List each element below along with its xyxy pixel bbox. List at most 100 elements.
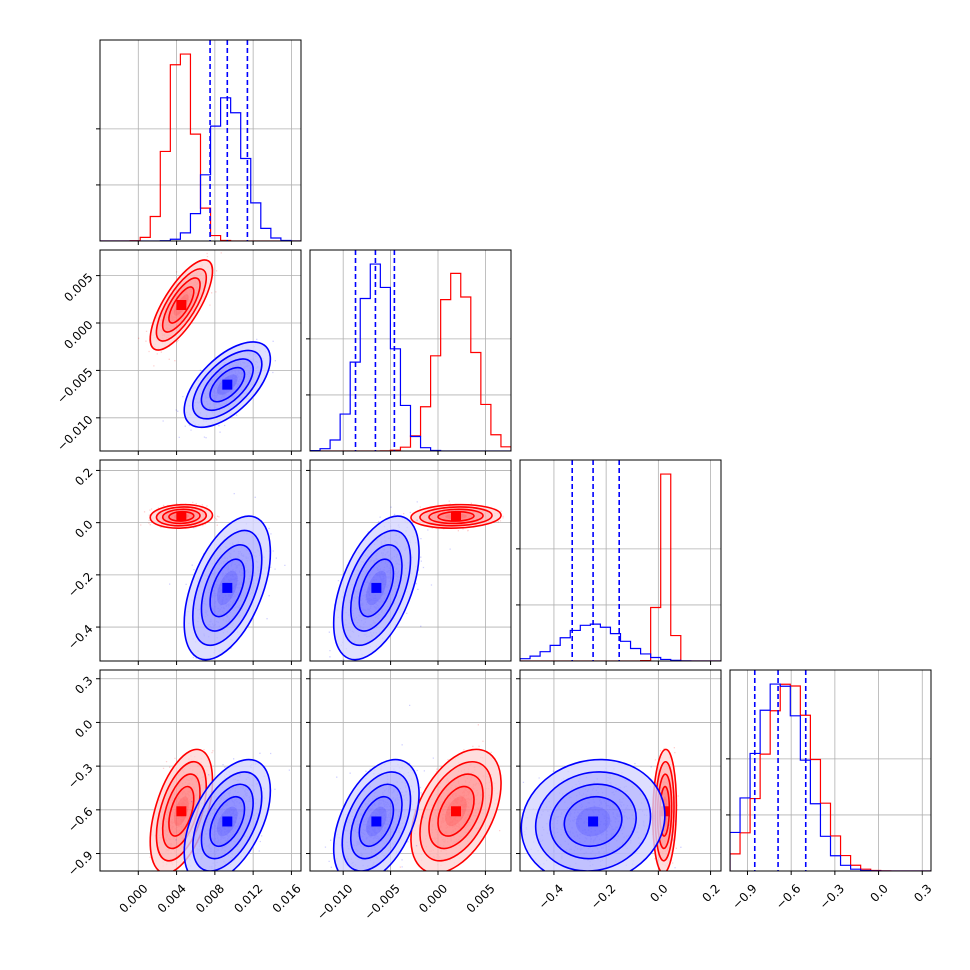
- contour-red: [419, 760, 493, 862]
- y-tick-label: 0.3: [72, 673, 95, 696]
- contour-blue: [209, 795, 246, 848]
- contour-red: [155, 506, 208, 527]
- x-tick-label: 0.004: [155, 881, 189, 915]
- contour-red: [168, 510, 195, 522]
- x-tick-label: 0.0: [647, 881, 670, 904]
- panel-background: [520, 460, 721, 661]
- contour-red: [168, 286, 195, 324]
- panel-content: [100, 460, 301, 661]
- x-tick-label: 0.0: [868, 881, 891, 904]
- contour-blue: [200, 358, 254, 412]
- x-tick-label: 0.008: [193, 881, 227, 915]
- contour-blue: [183, 515, 272, 661]
- panel-0-0: [96, 39, 302, 245]
- panel-2-1: [306, 459, 512, 665]
- y-tick-label: −0.6: [65, 805, 96, 836]
- density-peak-blue: [222, 379, 233, 390]
- x-tick-label: 0.000: [116, 881, 150, 915]
- x-tick-label: −0.9: [729, 881, 760, 912]
- contour-blue: [520, 758, 666, 871]
- contour-red: [155, 268, 208, 342]
- panel-3-3: −0.9 −0.6 −0.3 0.0 0.3: [726, 669, 935, 912]
- panel-frame: [99, 39, 302, 242]
- contour-blue: [341, 529, 412, 647]
- panel-content: [100, 670, 301, 871]
- y-tick-label: −0.3: [65, 761, 96, 792]
- density-peak-red: [451, 806, 462, 817]
- y-tick-label: −0.010: [54, 413, 95, 454]
- panel-content: [310, 460, 511, 661]
- contour-red: [410, 503, 502, 529]
- x-tick-label: −0.005: [362, 881, 403, 922]
- y-tick-label: −0.4: [65, 622, 96, 653]
- contour-blue: [349, 783, 403, 860]
- panel-content: [520, 670, 721, 871]
- x-tick-label: 0.3: [911, 881, 934, 904]
- contour-red: [437, 510, 475, 522]
- density-peak-blue: [588, 816, 599, 827]
- panel-frame: [729, 669, 932, 872]
- y-tick-label: −0.005: [54, 365, 95, 406]
- contour-blue: [341, 771, 412, 871]
- contour-blue: [200, 544, 254, 632]
- panel-3-1: −0.010 −0.005 0.000 0.005: [306, 669, 512, 923]
- x-tick-label: −0.6: [773, 881, 804, 912]
- contour-blue: [358, 795, 395, 848]
- contour-blue: [183, 758, 272, 871]
- panel-3-2: −0.4 −0.2 0.0 0.2: [516, 669, 723, 912]
- x-tick-label: 0.016: [270, 881, 304, 915]
- y-tick-label: 0.0: [72, 517, 95, 540]
- y-tick-label: 0.2: [72, 465, 95, 488]
- density-peak-blue: [371, 816, 382, 827]
- y-tick-label: 0.005: [61, 270, 95, 304]
- panel-frame: [309, 459, 512, 662]
- density-peak-red: [176, 806, 187, 817]
- contour-blue: [534, 771, 652, 871]
- contour-red: [419, 506, 493, 527]
- y-tick-label: 0.000: [61, 318, 95, 352]
- panel-frame: [519, 459, 722, 662]
- density-peak-red: [451, 511, 462, 522]
- panel-frame: [99, 459, 302, 662]
- contour-blue: [192, 529, 263, 647]
- x-tick-label: 0.2: [699, 881, 722, 904]
- contour-blue: [332, 515, 420, 661]
- contour-red: [149, 259, 214, 351]
- contour-blue: [358, 558, 395, 618]
- panel-frame: [309, 249, 512, 452]
- panel-frame: [99, 249, 302, 452]
- panel-1-1: [306, 249, 512, 455]
- density-peak-blue: [222, 816, 233, 827]
- density-peak-red: [176, 511, 187, 522]
- density-peak-blue: [222, 582, 233, 593]
- x-tick-label: −0.2: [588, 881, 619, 912]
- panel-3-0: 0.000 0.004 0.008 0.012 0.016 −0.9 −0.6 −0.3 0.0…: [65, 669, 304, 916]
- density-peak-blue: [371, 582, 382, 593]
- panel-2-2: [516, 459, 722, 665]
- panel-1-0: −0.010 −0.005 0.000 0.005: [54, 249, 302, 455]
- contour-red: [428, 773, 484, 850]
- x-tick-label: −0.4: [536, 881, 567, 912]
- contour-blue: [209, 366, 246, 403]
- y-tick-label: −0.9: [65, 848, 96, 879]
- y-tick-label: −0.2: [65, 570, 96, 601]
- x-tick-label: −0.3: [817, 881, 848, 912]
- contour-red: [161, 508, 201, 525]
- x-tick-label: 0.005: [464, 881, 498, 915]
- contour-blue: [200, 783, 254, 860]
- contour-red: [161, 277, 201, 333]
- panel-2-0: −0.4 −0.2 0.0 0.2: [65, 459, 302, 665]
- panel-frame: [99, 669, 302, 872]
- y-tick-label: 0.0: [72, 717, 95, 740]
- contour-blue: [209, 558, 246, 618]
- panel-content: [310, 670, 511, 871]
- x-tick-label: 0.000: [416, 881, 450, 915]
- x-tick-label: −0.010: [314, 881, 355, 922]
- panel-frame: [519, 669, 722, 872]
- contour-red: [437, 785, 475, 837]
- panel-content: [100, 250, 301, 451]
- contour-blue: [192, 771, 263, 871]
- density-peak-red: [176, 299, 187, 310]
- contour-red: [168, 785, 195, 837]
